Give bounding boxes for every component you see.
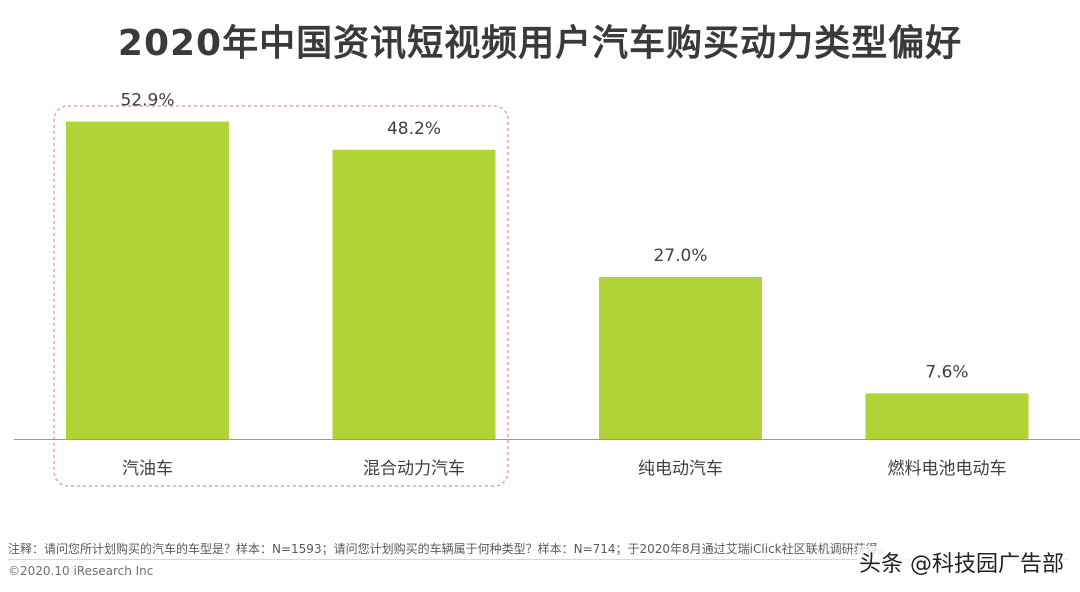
bar-1 — [332, 149, 496, 440]
category-label-1: 混合动力汽车 — [363, 459, 465, 479]
chart-title: 2020年中国资讯短视频用户汽车购买动力类型偏好 — [117, 23, 963, 64]
value-label-2: 27.0% — [653, 246, 707, 266]
copyright: ©2020.10 iResearch Inc — [8, 564, 154, 578]
bar-3 — [865, 393, 1029, 439]
category-label-2: 纯电动汽车 — [638, 459, 723, 479]
value-label-0: 52.9% — [120, 91, 174, 111]
watermark: 头条 @科技园广告部 — [857, 546, 1066, 578]
footnote: 注释：请问您所计划购买的汽车的车型是？样本：N=1593；请问您计划购买的车辆属… — [8, 540, 1068, 560]
bar-0 — [66, 121, 229, 439]
bars-group: 52.9% 汽油车 48.2% 混合动力汽车 27.0% 纯电动汽车 7.6% 燃料电池电动车 — [66, 91, 1029, 479]
category-label-0: 汽油车 — [122, 459, 173, 479]
bar-2 — [599, 277, 762, 439]
category-label-3: 燃料电池电动车 — [888, 459, 1007, 479]
value-label-3: 7.6% — [925, 362, 968, 382]
value-label-1: 48.2% — [387, 119, 441, 139]
highlight-box — [53, 105, 509, 487]
